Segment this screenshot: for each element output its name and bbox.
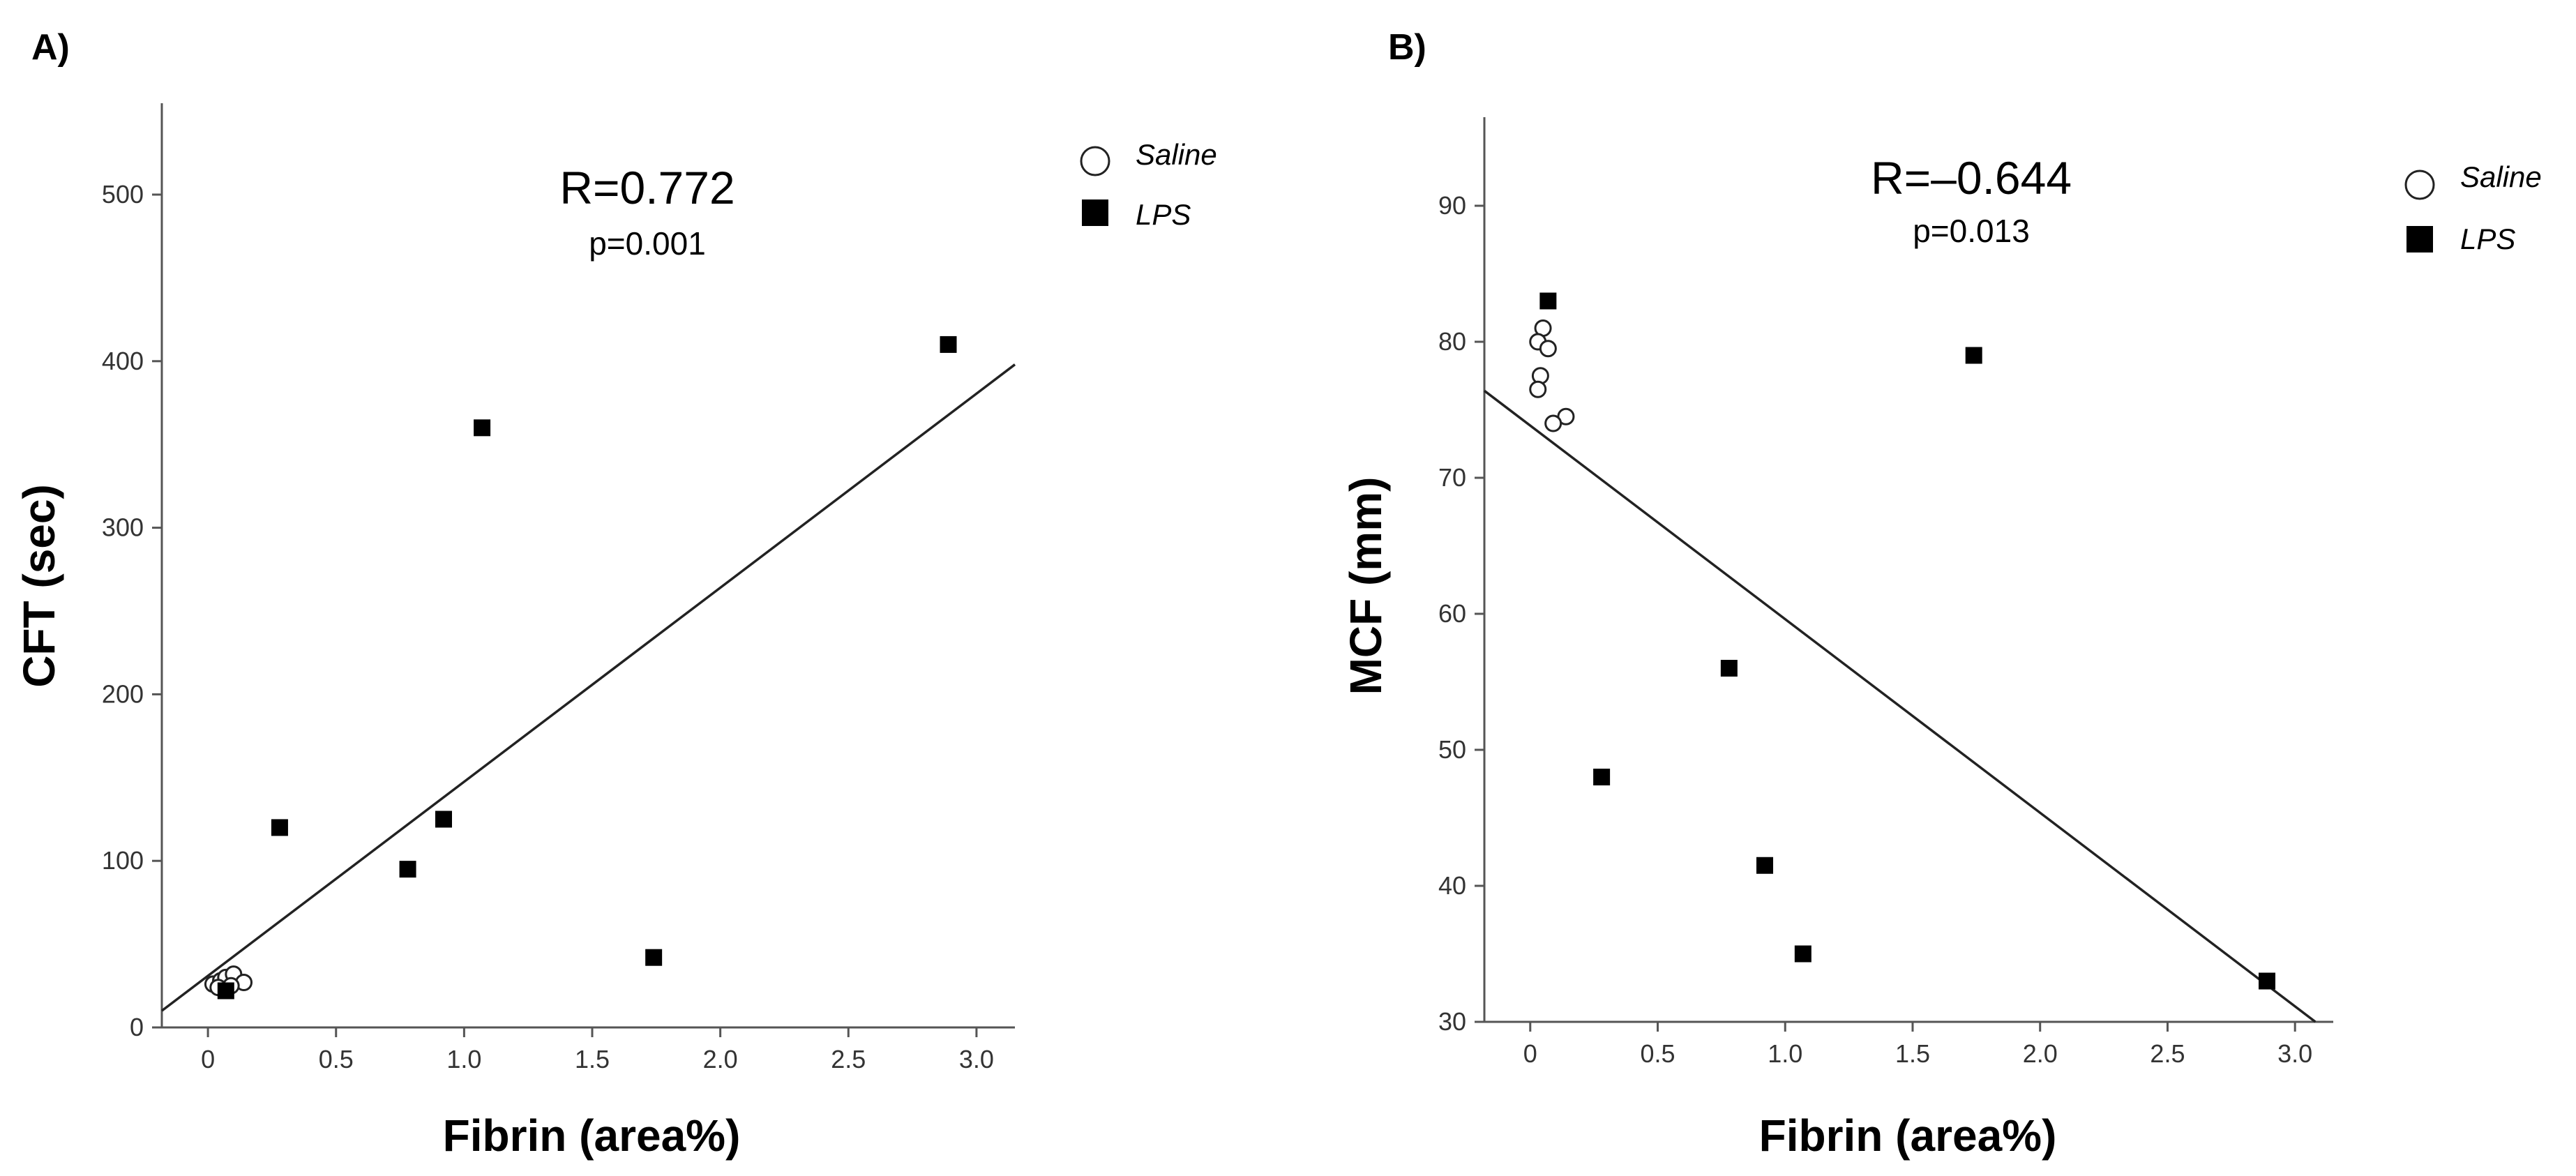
y-tick-label: 60	[1438, 599, 1466, 628]
lps-point	[474, 419, 491, 437]
saline-point	[1529, 380, 1547, 398]
panel-b-r-value: R=–0.644	[1871, 152, 2072, 204]
x-tick-label: 1.5	[575, 1045, 610, 1073]
saline-point	[1539, 340, 1557, 358]
x-tick-label: 3.0	[959, 1045, 994, 1073]
lps-point	[1965, 347, 1982, 364]
x-tick-label: 1.0	[1768, 1039, 1802, 1068]
panel-a-p-value: p=0.001	[589, 225, 706, 262]
y-tick-label: 400	[102, 347, 144, 375]
x-tick-label: 1.5	[1895, 1039, 1930, 1068]
x-tick-label: 2.5	[2150, 1039, 2185, 1068]
lps-point	[2258, 972, 2275, 990]
panel-a-legend-lps-marker	[1082, 199, 1108, 226]
panel-b: B) 30 40 50 60 70 80 90 0 0.5 1.0 1.5 2.0 2.5 3.0 R=…	[1341, 27, 2542, 1161]
y-tick-label: 80	[1438, 327, 1466, 356]
y-tick-label: 40	[1438, 871, 1466, 900]
panel-b-points	[1529, 292, 2275, 990]
x-tick-label: 1.0	[446, 1045, 481, 1073]
y-tick-label: 100	[102, 846, 144, 875]
x-tick-label: 0	[1523, 1039, 1537, 1068]
lps-point	[271, 819, 288, 836]
lps-point	[217, 982, 234, 1000]
lps-point	[1720, 660, 1738, 677]
x-tick-label: 2.5	[831, 1045, 866, 1073]
panel-b-legend-lps-marker	[2406, 226, 2433, 252]
y-tick-label: 200	[102, 679, 144, 708]
lps-point	[645, 949, 663, 966]
panel-a-legend: Saline LPS	[1080, 138, 1217, 231]
x-tick-label: 0.5	[319, 1045, 354, 1073]
x-tick-label: 0	[201, 1045, 215, 1073]
panel-b-label: B)	[1388, 27, 1426, 68]
panel-a-legend-saline-label: Saline	[1136, 138, 1217, 171]
panel-b-legend-lps-label: LPS	[2460, 223, 2515, 255]
lps-point	[1756, 857, 1774, 874]
saline-point	[1544, 414, 1562, 432]
panel-b-legend-saline-label: Saline	[2460, 160, 2542, 193]
panel-b-y-axis-title: MCF (mm)	[1341, 477, 1391, 695]
panel-a-r-value: R=0.772	[559, 162, 735, 213]
panel-a-y-ticks: 0 100 200 300 400 500	[102, 180, 162, 1041]
panel-a-legend-lps-label: LPS	[1136, 198, 1191, 231]
panel-b-x-ticks: 0 0.5 1.0 1.5 2.0 2.5 3.0	[1523, 1022, 2312, 1068]
x-tick-label: 3.0	[2277, 1039, 2312, 1068]
y-tick-label: 30	[1438, 1007, 1466, 1036]
lps-point	[1794, 945, 1812, 963]
y-tick-label: 90	[1438, 191, 1466, 220]
panel-b-fit-line	[1483, 389, 2317, 1023]
x-tick-label: 0.5	[1640, 1039, 1675, 1068]
panel-a-x-axis-title: Fibrin (area%)	[443, 1110, 741, 1161]
panel-a-points	[204, 336, 957, 1000]
x-tick-label: 2.0	[2023, 1039, 2058, 1068]
x-tick-label: 2.0	[703, 1045, 738, 1073]
lps-point	[435, 811, 452, 828]
lps-point	[940, 336, 957, 353]
panel-a-y-axis-title: CFT (sec)	[14, 484, 64, 688]
lps-point	[1539, 292, 1557, 310]
lps-point	[1593, 769, 1611, 785]
panel-a-label: A)	[31, 27, 70, 68]
panel-a-fit-line	[160, 363, 1016, 1012]
panel-a-legend-saline-marker	[1080, 146, 1110, 176]
panel-b-x-axis-title: Fibrin (area%)	[1759, 1110, 2057, 1161]
y-tick-label: 70	[1438, 463, 1466, 492]
panel-b-legend-saline-marker	[2404, 169, 2435, 200]
y-tick-label: 0	[130, 1013, 144, 1041]
y-tick-label: 50	[1438, 735, 1466, 764]
y-tick-label: 300	[102, 513, 144, 542]
panel-a-x-ticks: 0 0.5 1.0 1.5 2.0 2.5 3.0	[201, 1027, 994, 1073]
panel-b-p-value: p=0.013	[1913, 213, 2030, 249]
panel-b-legend: Saline LPS	[2404, 160, 2542, 255]
y-tick-label: 500	[102, 180, 144, 209]
lps-point	[399, 861, 416, 878]
panel-b-y-ticks: 30 40 50 60 70 80 90	[1438, 191, 1484, 1036]
